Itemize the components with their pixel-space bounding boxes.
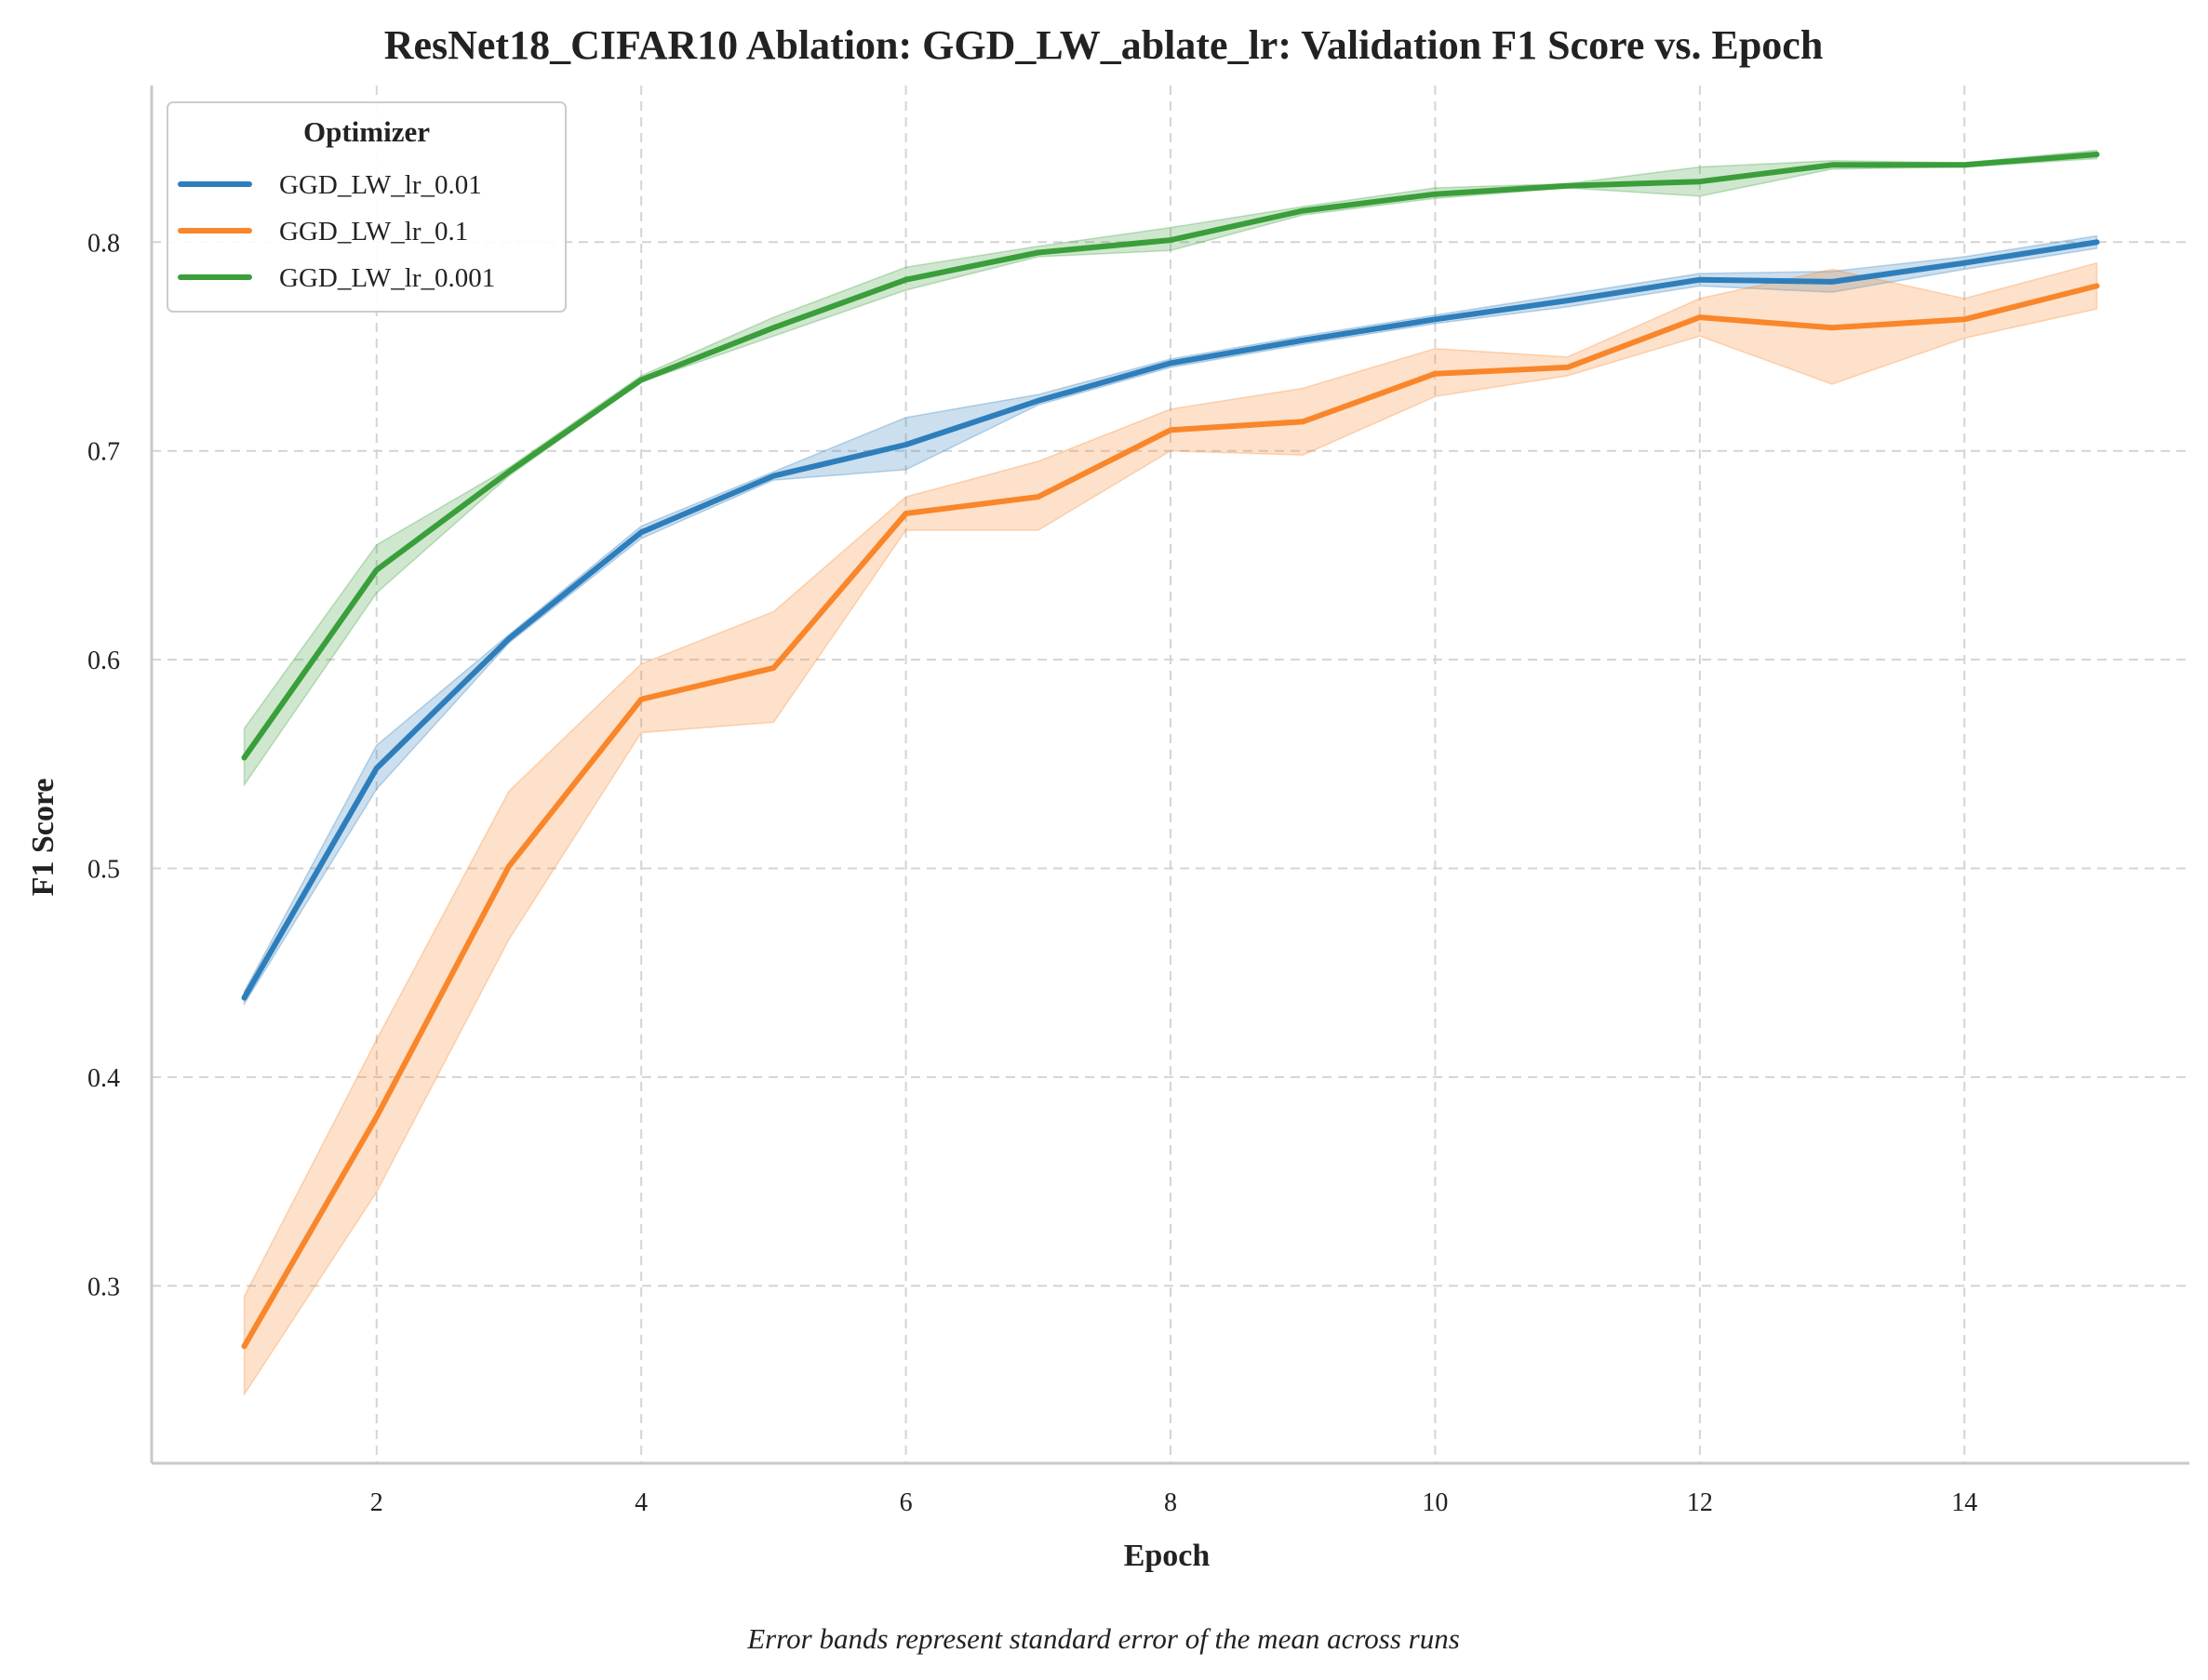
legend-box [167,101,567,313]
y-tick-label: 0.8 [87,229,120,258]
error-band [243,149,2098,788]
chart-title: ResNet18_CIFAR10 Ablation: GGD_LW_ablate… [384,22,1824,68]
axes-spines [150,86,2189,1465]
x-tick-label: 8 [1164,1488,1177,1517]
series-lines [241,152,2100,1350]
legend-label: GGD_LW_lr_0.001 [279,263,495,293]
x-tick-label: 10 [1422,1488,1448,1517]
y-tick-label: 0.3 [87,1273,120,1301]
error-band [243,261,2098,1397]
legend-label: GGD_LW_lr_0.1 [279,217,468,247]
series-line [241,152,2100,761]
y-tick-label: 0.4 [87,1064,120,1093]
y-tick-label: 0.5 [87,855,120,884]
y-tick-label: 0.7 [87,438,120,467]
series-line [241,239,2100,1001]
series-line [241,283,2100,1350]
y-axis-label: F1 Score [26,779,60,897]
x-tick-label: 4 [635,1488,648,1517]
x-tick-label: 14 [1951,1488,1977,1517]
legend-title: Optimizer [303,115,430,148]
error-band [243,234,2098,1007]
error-bands [243,149,2098,1397]
legend-label: GGD_LW_lr_0.01 [279,170,482,200]
chart-caption: Error bands represent standard error of … [746,1622,1460,1655]
x-tick-label: 12 [1687,1488,1713,1517]
x-tick-label: 6 [900,1488,913,1517]
y-tick-label: 0.6 [87,647,120,675]
legend: Optimizer GGD_LW_lr_0.01 GGD_LW_lr_0.1 GGD_… [167,101,567,313]
x-axis-label: Epoch [1124,1539,1211,1573]
x-tick-label: 2 [370,1488,383,1517]
x-axis-ticks: 2 4 6 8 10 12 14 [370,1488,1977,1517]
y-axis-ticks: 0.3 0.4 0.5 0.6 0.7 0.8 [87,229,120,1301]
